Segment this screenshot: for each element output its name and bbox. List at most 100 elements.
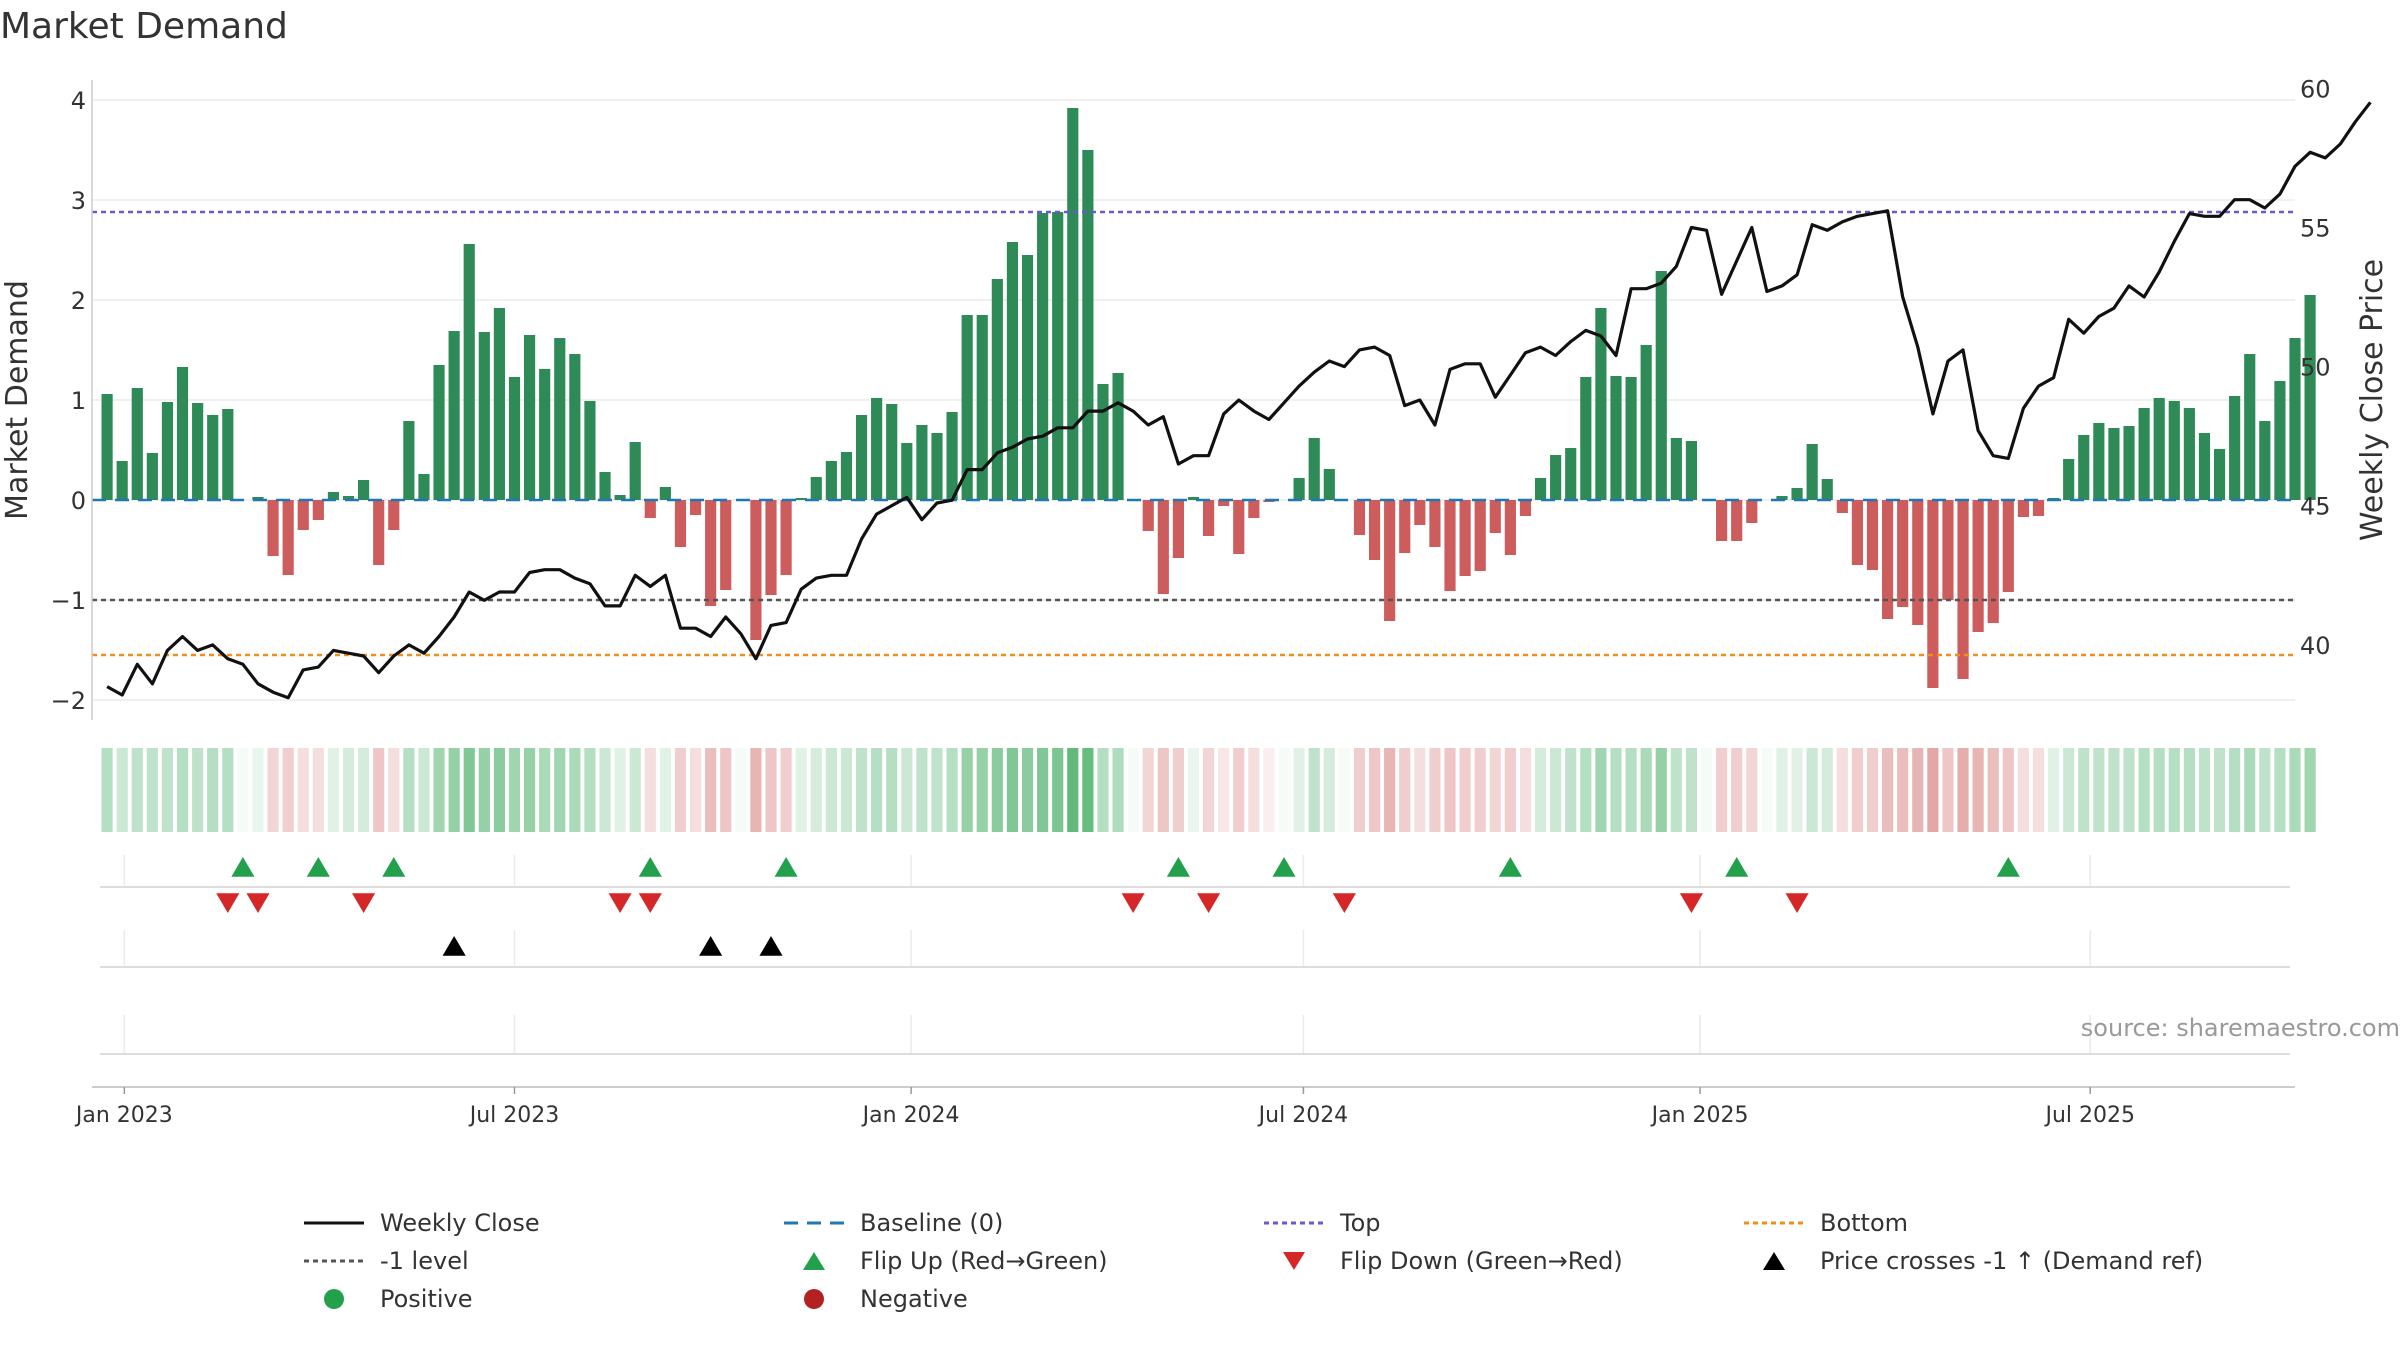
demand-bar: [840, 452, 853, 500]
legend-label: Positive: [380, 1285, 473, 1313]
strip-cell: [720, 748, 732, 832]
demand-bar: [176, 367, 189, 500]
strip-cell: [523, 748, 536, 832]
demand-bar: [101, 394, 113, 500]
demand-bar: [1806, 444, 1818, 500]
strip-cell: [644, 748, 656, 832]
strip-cell: [1474, 748, 1486, 832]
x-tick-label: Jul 2023: [468, 1103, 560, 1128]
demand-bar: [1655, 271, 1667, 500]
demand-bar: [2168, 401, 2180, 500]
strip-cell: [2259, 748, 2271, 832]
flip-up-marker: [1498, 857, 1522, 877]
strip-cell: [1278, 748, 1290, 832]
demand-bar: [946, 412, 958, 500]
strip-cell: [2047, 748, 2060, 832]
demand-bar: [1836, 500, 1848, 513]
demand-bar: [267, 500, 279, 556]
strip-cell: [1851, 748, 1864, 832]
ytick-right-label: 50: [2300, 354, 2331, 382]
flip-up-marker: [1996, 857, 2020, 877]
ytick-left-label: 3: [71, 187, 86, 215]
strip-cell: [146, 748, 158, 832]
legend-label: Bottom: [1820, 1209, 1909, 1237]
x-tick-label: Jul 2024: [1257, 1103, 1349, 1128]
legend-item-top: Top: [1260, 1205, 1381, 1241]
strip-cell: [327, 748, 340, 832]
legend-label: Weekly Close: [380, 1209, 540, 1237]
strip-cell: [1203, 748, 1215, 832]
strip-cell: [1716, 748, 1728, 832]
demand-bar: [1534, 478, 1547, 500]
demand-bar: [1580, 377, 1592, 500]
strip-cell: [1021, 748, 1034, 832]
demand-bar: [146, 453, 158, 500]
demand-bar: [116, 461, 128, 500]
strip-cell: [1323, 748, 1335, 832]
strip-cell: [207, 748, 219, 832]
strip-cell: [2244, 748, 2256, 832]
chart-title: Market Demand: [0, 6, 288, 47]
ytick-right-label: 60: [2300, 75, 2331, 103]
legend-item-baseline: Baseline (0): [780, 1205, 1003, 1241]
demand-bar: [2244, 354, 2256, 500]
strip-cell: [237, 748, 249, 832]
demand-bar: [478, 332, 490, 500]
demand-bar: [493, 308, 505, 500]
strip-cell: [2153, 748, 2165, 832]
strip-cell: [961, 748, 973, 832]
flip-down-marker: [1197, 893, 1221, 913]
demand-bar: [2259, 421, 2271, 500]
strip-cell: [101, 748, 113, 832]
demand-bar: [871, 398, 883, 500]
strip-cell: [1037, 748, 1049, 832]
flip-down-marker: [1785, 893, 1809, 913]
strip-cell: [1142, 748, 1154, 832]
chart-canvas: 4 3 2 1 0 −1 −2 60 55 50 45 40 Market Demand Weekly C…: [0, 75, 2390, 1128]
flip-down-marker: [216, 893, 240, 913]
strip-cell: [1353, 748, 1366, 832]
demand-bar: [2032, 500, 2045, 516]
legend-label: -1 level: [380, 1247, 469, 1275]
strip-cell: [2274, 748, 2286, 832]
strip-cell: [1414, 748, 1426, 832]
x-tick-label: Jan 2023: [74, 1103, 173, 1128]
strip-cell: [1670, 748, 1682, 832]
strip-cell: [1897, 748, 1909, 832]
strip-cell: [1685, 748, 1698, 832]
demand-bar: [1097, 384, 1109, 500]
demand-bar: [1429, 500, 1441, 547]
demand-bar: [2213, 449, 2226, 500]
strip-cell: [1731, 748, 1743, 832]
strip-cell: [1565, 748, 1577, 832]
strip-cell: [2063, 748, 2075, 832]
demand-bar: [448, 331, 460, 500]
strip-cell: [2017, 748, 2029, 832]
demand-bar: [1459, 500, 1471, 576]
strip-cell: [463, 748, 475, 832]
strip-cell: [433, 748, 445, 832]
flip-down-marker: [352, 893, 376, 913]
strip-cell: [342, 748, 355, 832]
strip-cell: [901, 748, 913, 832]
demand-bar: [2289, 338, 2301, 500]
strip-cell: [1595, 748, 1607, 832]
strip-cell: [161, 748, 174, 832]
demand-bar: [674, 500, 687, 547]
strip-cell: [539, 748, 551, 832]
demand-bar: [659, 487, 671, 500]
demand-bar: [373, 500, 385, 565]
demand-bar: [1112, 373, 1124, 500]
strip-cell: [1821, 748, 1833, 832]
demand-bar: [886, 404, 898, 500]
strip-cell: [1399, 748, 1411, 832]
demand-bar: [689, 500, 702, 515]
demand-bar: [539, 369, 551, 500]
demand-bar: [1399, 500, 1411, 553]
x-tick-label: Jan 2025: [1650, 1103, 1749, 1128]
demand-bar: [1293, 478, 1305, 500]
demand-bar: [1957, 500, 1969, 679]
ytick-right-label: 45: [2300, 493, 2331, 521]
strip-cell: [916, 748, 928, 832]
